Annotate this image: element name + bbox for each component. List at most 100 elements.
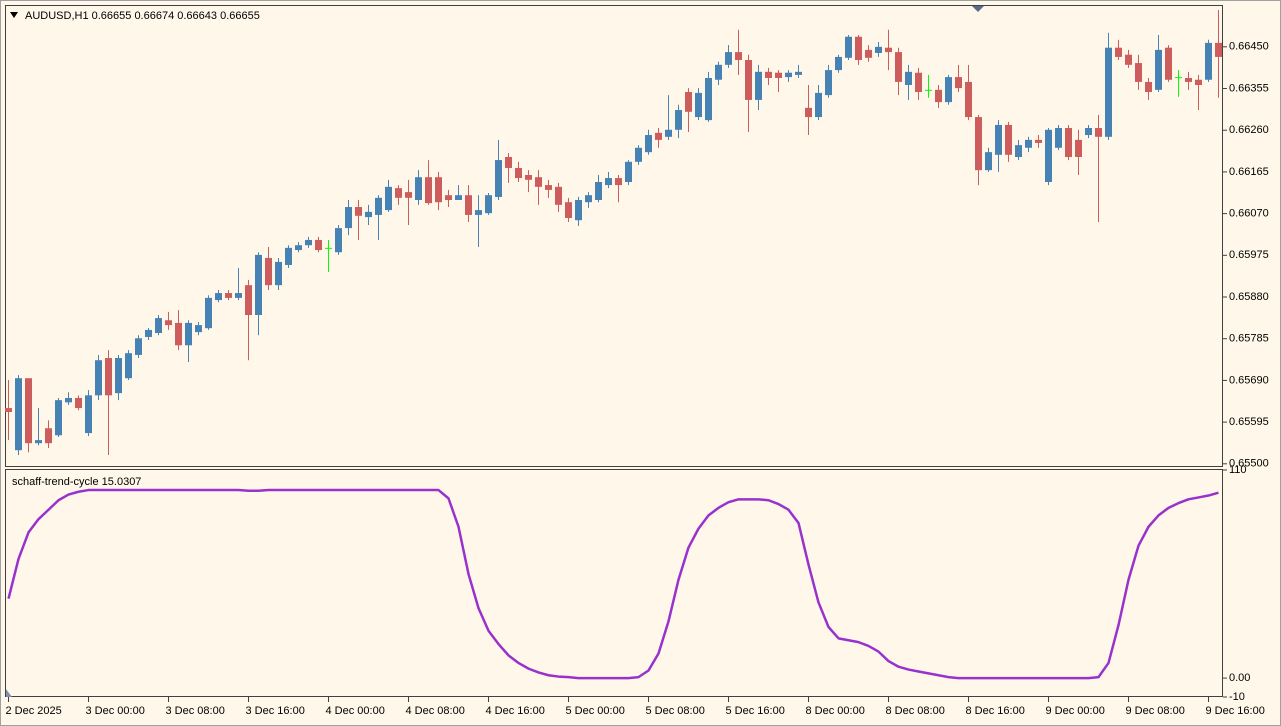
x-tick-label: 4 Dec 08:00 [406, 705, 465, 717]
candle-body [25, 378, 32, 444]
x-tick-label: 3 Dec 08:00 [166, 705, 225, 717]
y-tick-label: 0.66355 [1229, 82, 1269, 94]
candle-body [65, 397, 72, 403]
candle-body [725, 52, 732, 65]
price-pane-frame [5, 5, 1223, 467]
candle-body [525, 174, 532, 180]
candle-body [1115, 47, 1122, 57]
indicator-line [7, 488, 1219, 680]
candle-body [935, 89, 942, 103]
candle-body [655, 132, 662, 140]
candle-body [85, 395, 92, 434]
candle-body [755, 71, 762, 100]
candle-body [745, 59, 752, 100]
candle-body [1005, 124, 1012, 155]
candle-body [485, 195, 492, 214]
candle-body [425, 177, 432, 204]
candle-body [615, 178, 622, 186]
candle-body [1105, 47, 1112, 137]
candle-body [985, 152, 992, 171]
y-tick-label: 0.00 [1229, 672, 1250, 684]
candle-body [245, 285, 252, 316]
candle-body [165, 320, 172, 326]
x-tick-label: 8 Dec 00:00 [806, 705, 865, 717]
candle-body [885, 47, 892, 53]
candle-body [45, 428, 52, 444]
candle-body [5, 408, 12, 413]
candle-body [925, 89, 932, 91]
candle-body [185, 322, 192, 346]
x-tick-label: 4 Dec 00:00 [326, 705, 385, 717]
candle-body [675, 110, 682, 130]
candle-body [1055, 128, 1062, 148]
x-tick-label: 5 Dec 00:00 [566, 705, 625, 717]
candle-body [345, 207, 352, 229]
candle-body [1065, 128, 1072, 157]
candle-body [235, 293, 242, 298]
y-tick-label: 0.66450 [1229, 41, 1269, 53]
candle-body [295, 245, 302, 251]
candle-body [1185, 77, 1192, 82]
candle-body [905, 71, 912, 86]
candle-body [155, 318, 162, 334]
candle-body [715, 64, 722, 80]
candle-body [795, 71, 802, 75]
menu-triangle[interactable] [10, 12, 18, 18]
candle-body [735, 52, 742, 60]
candle-body [55, 400, 62, 436]
candle-body [195, 325, 202, 333]
candle-body [825, 70, 832, 96]
y-tick-label: 0.65975 [1229, 249, 1269, 261]
candle-body [595, 182, 602, 201]
candle-body [135, 338, 142, 355]
candle-body [1215, 42, 1222, 57]
candle-body [15, 378, 22, 451]
y-tick-label: 0.65500 [1229, 458, 1269, 470]
y-tick-label: 0.66260 [1229, 124, 1269, 136]
candle-body [315, 239, 322, 251]
candle-body [575, 200, 582, 221]
candle-body [215, 293, 222, 301]
candle-body [975, 117, 982, 171]
candle-body [605, 178, 612, 186]
candle-body [435, 177, 442, 203]
indicator-pane-frame [5, 469, 1223, 697]
candle-body [105, 358, 112, 396]
candle-body [225, 293, 232, 298]
y-tick-label: -10 [1229, 691, 1245, 703]
candle-body [285, 247, 292, 265]
candle-body [355, 207, 362, 216]
candle-body [695, 92, 702, 118]
candle-body [535, 177, 542, 187]
candle-body [1195, 79, 1202, 86]
candle-body [365, 211, 372, 218]
y-tick-label: 0.65785 [1229, 333, 1269, 345]
x-tick-label: 4 Dec 16:00 [486, 705, 545, 717]
candle-body [915, 72, 922, 93]
x-tick-label: 8 Dec 16:00 [966, 705, 1025, 717]
x-tick-label: 9 Dec 00:00 [1046, 705, 1105, 717]
candle-body [395, 188, 402, 198]
x-tick-label: 8 Dec 08:00 [886, 705, 945, 717]
candle-body [1155, 49, 1162, 90]
candle-body [95, 360, 102, 396]
candle-body [955, 77, 962, 89]
candle-body [75, 397, 82, 409]
indicator-label: schaff-trend-cycle 15.0307 [12, 476, 141, 488]
shift-marker[interactable] [972, 6, 984, 12]
candle-body [855, 36, 862, 60]
candle-body [865, 49, 872, 58]
candle-body [145, 329, 152, 337]
candle-body [475, 210, 482, 215]
candle-body [805, 107, 812, 118]
candle-body [1015, 145, 1022, 157]
corner-marker [6, 689, 12, 697]
candle-body [455, 195, 462, 201]
candle-body [625, 161, 632, 183]
candle-body [1035, 139, 1042, 143]
candle-body [405, 192, 412, 198]
candle-body [1075, 139, 1082, 157]
x-tick-label: 5 Dec 16:00 [726, 705, 785, 717]
